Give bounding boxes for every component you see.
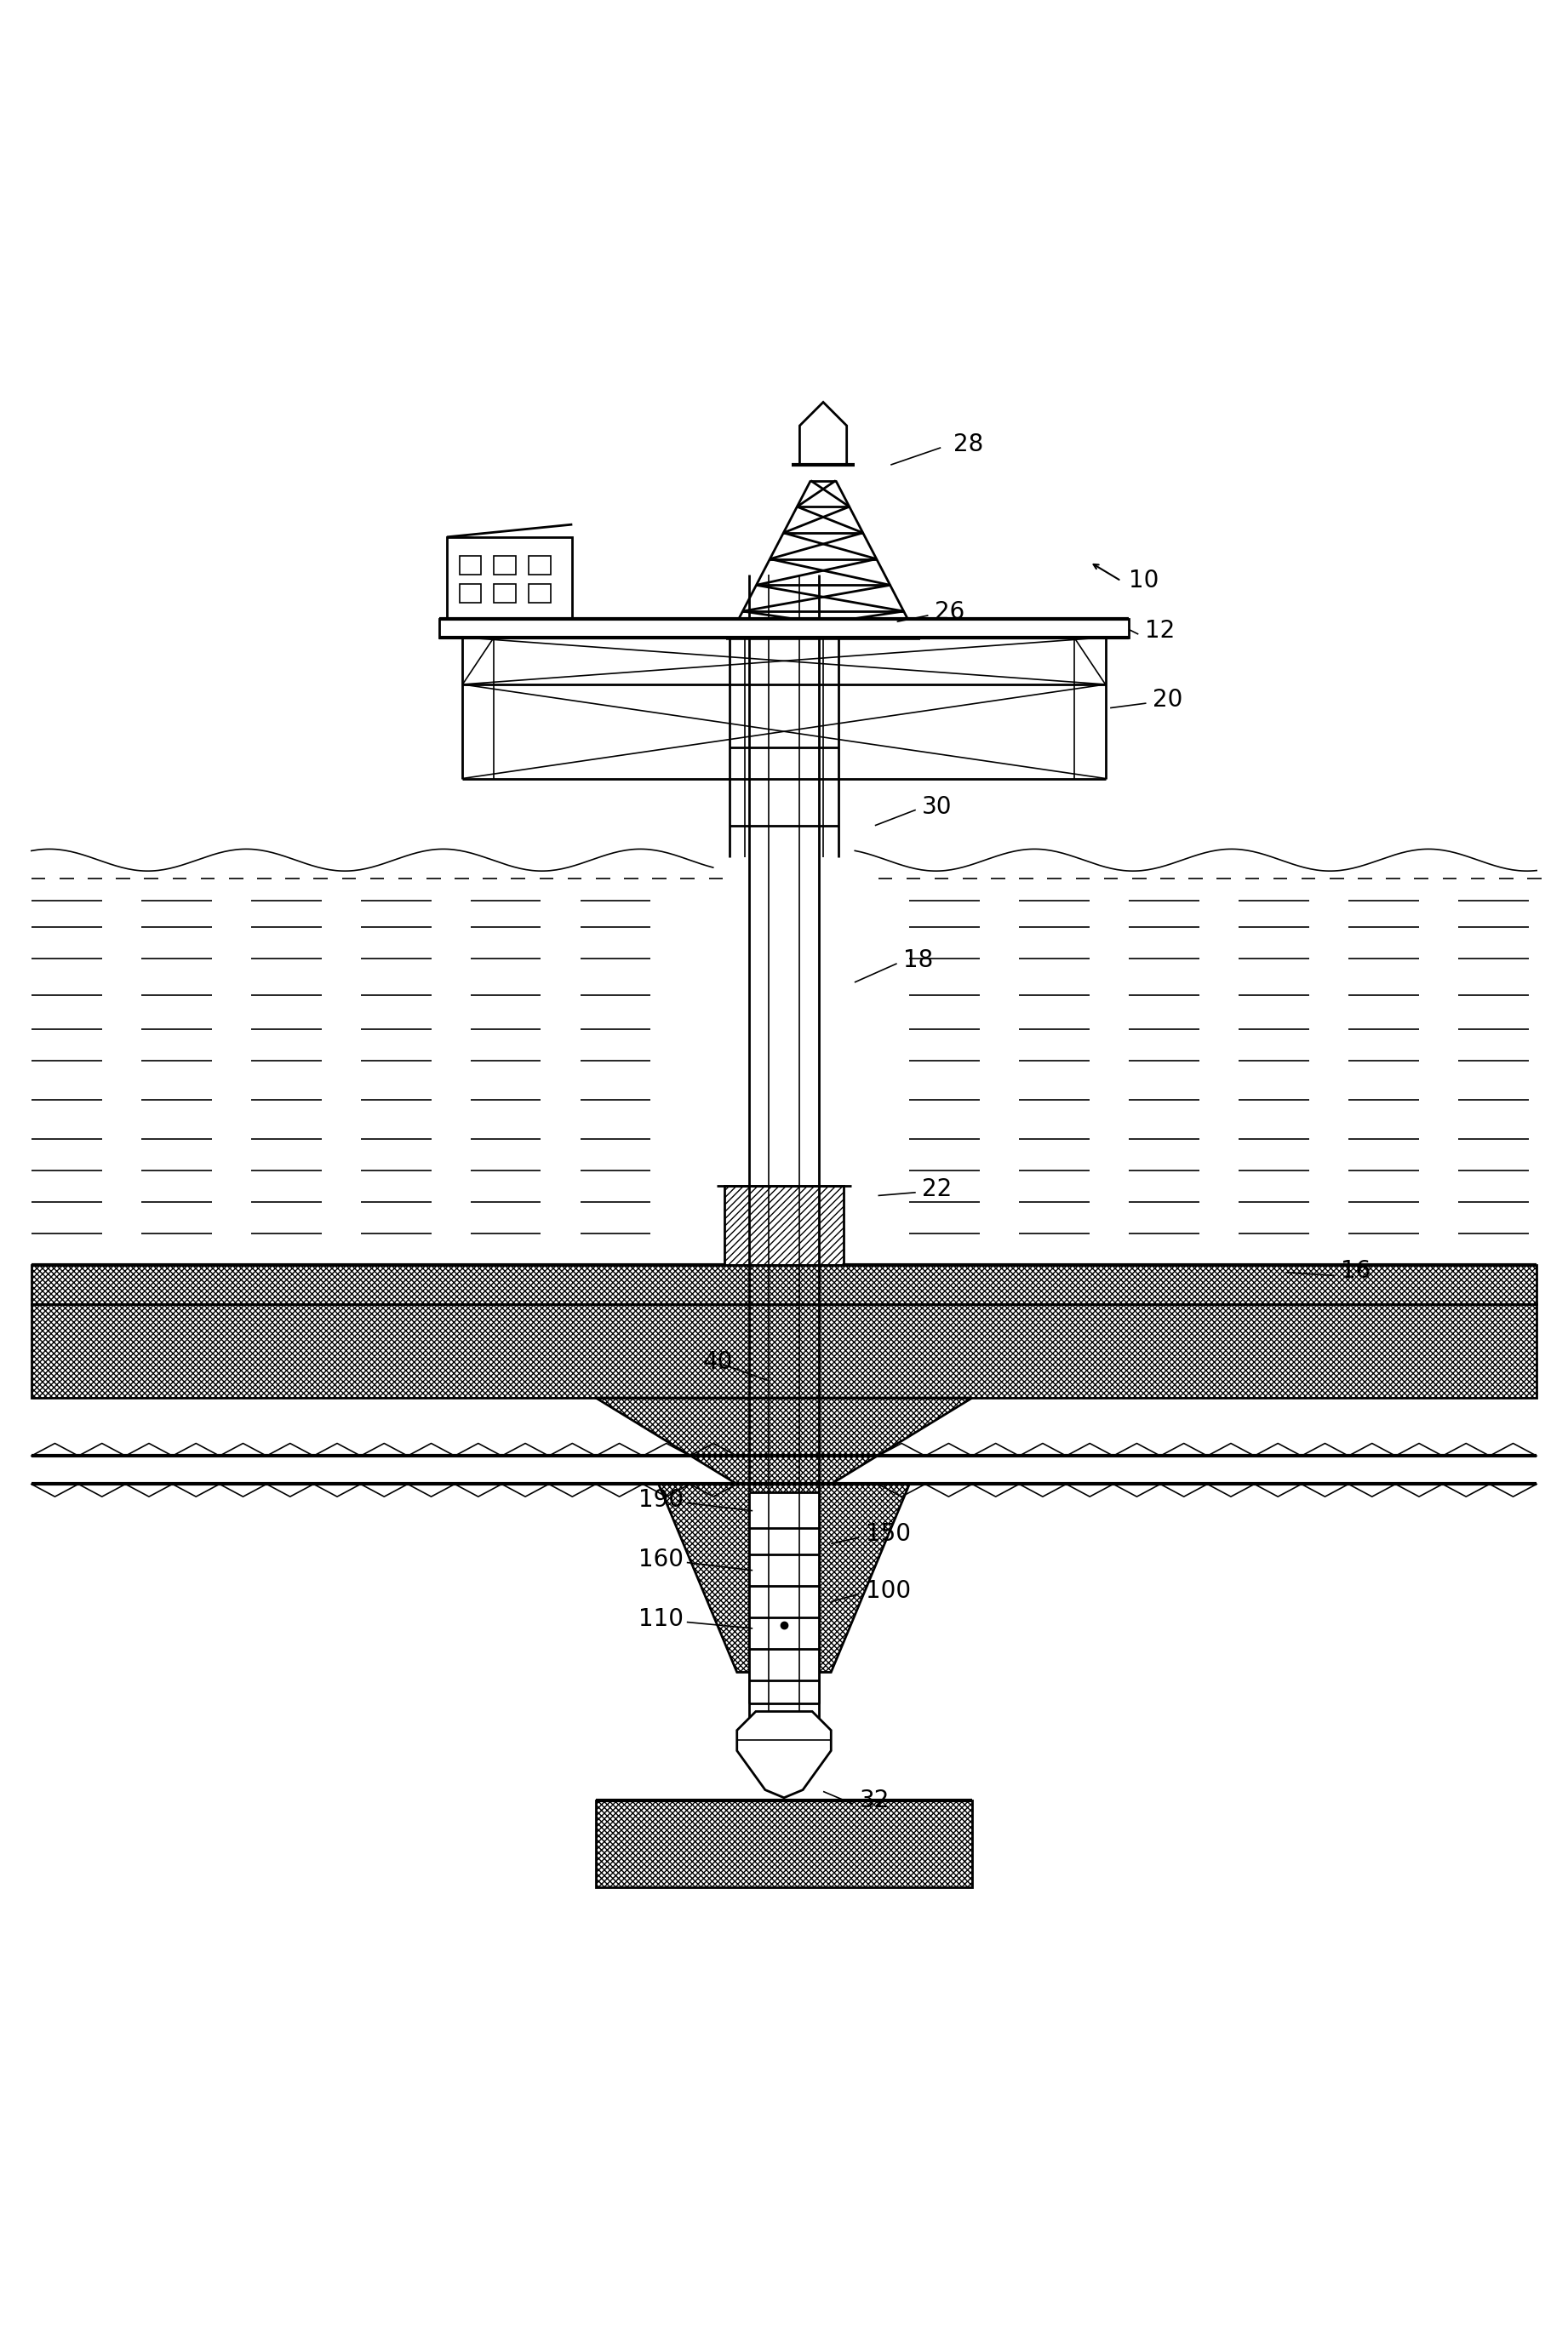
- Text: 40: 40: [702, 1351, 732, 1374]
- Text: 150: 150: [866, 1522, 911, 1545]
- Bar: [750, 1491, 818, 1704]
- Text: 18: 18: [903, 948, 933, 972]
- Bar: [528, 583, 550, 604]
- Bar: [494, 583, 516, 604]
- Bar: [439, 618, 1129, 637]
- Text: 16: 16: [1341, 1259, 1370, 1283]
- Text: 10: 10: [1129, 569, 1159, 592]
- Text: 22: 22: [922, 1178, 952, 1201]
- Text: 12: 12: [1145, 618, 1174, 644]
- Polygon shape: [800, 403, 847, 466]
- Text: 110: 110: [638, 1606, 684, 1632]
- Polygon shape: [737, 1711, 831, 1798]
- Text: 20: 20: [1152, 688, 1182, 712]
- Bar: [447, 536, 572, 618]
- Bar: [459, 583, 481, 604]
- Text: 30: 30: [922, 796, 952, 819]
- Bar: [750, 574, 818, 1742]
- Bar: [31, 1264, 1537, 1304]
- Bar: [494, 555, 516, 574]
- Bar: [459, 555, 481, 574]
- Bar: [31, 1304, 1537, 1398]
- Text: 28: 28: [953, 433, 983, 456]
- Text: 190: 190: [638, 1489, 684, 1512]
- Bar: [528, 555, 550, 574]
- Text: 100: 100: [866, 1578, 911, 1604]
- Bar: [596, 1800, 972, 1887]
- Text: 160: 160: [638, 1547, 684, 1571]
- Bar: [724, 1187, 844, 1264]
- Text: 26: 26: [935, 599, 964, 625]
- Bar: [729, 637, 839, 857]
- Text: 32: 32: [859, 1789, 889, 1812]
